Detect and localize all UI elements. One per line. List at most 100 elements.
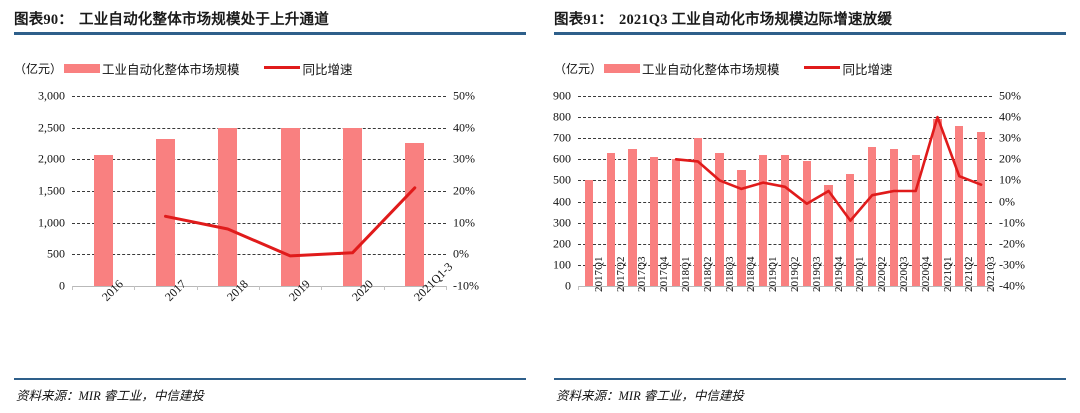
- y-axis-tick-label: 400: [553, 194, 571, 209]
- legend-bar-swatch-right: [604, 63, 641, 73]
- growth-rate-line-series: [674, 115, 983, 222]
- secondary-y-axis-tick-label: -10%: [453, 278, 479, 293]
- x-axis-tick-label: 2020Q3: [897, 256, 910, 292]
- figure-title-text-right: 2021Q3 工业自动化市场规模边际增速放缓: [619, 12, 893, 28]
- bar: [628, 148, 637, 286]
- x-axis-tick: [196, 286, 198, 290]
- secondary-y-axis-tick-label: 10%: [999, 172, 1021, 187]
- secondary-y-axis-tick-label: 30%: [999, 130, 1021, 145]
- gridline: [72, 191, 446, 192]
- bar: [976, 131, 986, 286]
- gridline: [72, 254, 446, 256]
- y-axis-tick-label: 500: [553, 172, 571, 187]
- secondary-y-axis-tick-label: 10%: [453, 215, 475, 230]
- line-path: [164, 186, 417, 258]
- x-axis-tick: [904, 286, 906, 290]
- x-axis-tick: [970, 286, 972, 290]
- chart-plot-right: 0 100 200 300 400 500 600 700 800 900 -40% -30% -20%…: [553, 89, 1025, 293]
- x-axis-tick: [72, 286, 73, 290]
- x-axis-tick-label: 2017Q3: [636, 256, 649, 292]
- x-axis-tick: [817, 286, 819, 290]
- y-axis-tick-label: 200: [553, 236, 571, 251]
- x-axis-tick-label: 2021Q3: [985, 256, 998, 292]
- y-axis-tick-label: 900: [553, 88, 571, 103]
- bar: [802, 161, 811, 286]
- secondary-y-axis-tick-label: 0%: [453, 246, 469, 261]
- y-axis-unit-right: （亿元）: [554, 61, 603, 76]
- line-path: [674, 115, 983, 222]
- x-axis-tick: [730, 286, 732, 290]
- legend-line-swatch-left: [263, 65, 300, 69]
- bar: [156, 139, 175, 286]
- x-axis-tick: [578, 286, 579, 290]
- bar: [280, 127, 300, 286]
- bar: [889, 148, 899, 286]
- x-axis-tick: [883, 286, 885, 290]
- x-axis-tick-label: 2017Q4: [658, 256, 671, 292]
- x-axis-tick: [134, 286, 136, 290]
- chart-plot-left: 0 500 1,000 1,500 2,000 2,500 3,000 -10% 0% 10% 20…: [38, 89, 479, 304]
- gridline: [578, 138, 992, 140]
- secondary-y-axis-tick-label: 50%: [999, 88, 1021, 103]
- legend-bar-label-right: 工业自动化整体市场规模: [642, 62, 780, 77]
- figure-title-left: 图表90： 工业自动化整体市场规模处于上升通道: [14, 8, 526, 29]
- legend-line-label-right: 同比增速: [842, 62, 893, 77]
- y-axis-tick-label: 2,000: [38, 151, 65, 166]
- bar: [584, 180, 594, 286]
- y-axis-tick-label: 3,000: [38, 88, 65, 103]
- x-axis-tick-label: 2018Q1: [680, 256, 693, 292]
- figure-panel-right: 图表91： 2021Q3 工业自动化市场规模边际增速放缓 （亿元） 工业自动化整体…: [540, 0, 1080, 413]
- legend-bar-label-left: 工业自动化整体市场规模: [102, 62, 240, 77]
- bar: [715, 153, 724, 286]
- bar: [846, 174, 855, 286]
- x-axis-tick-label: 2018Q2: [701, 256, 714, 292]
- bar: [405, 142, 425, 286]
- chart-legend-right: （亿元） 工业自动化整体市场规模 同比增速: [554, 58, 1066, 78]
- y-axis-tick-label: 2,500: [38, 120, 65, 135]
- x-axis-tick: [643, 286, 645, 290]
- x-axis-line: [578, 286, 992, 287]
- y-axis-tick-label: 1,500: [38, 183, 65, 198]
- gridline: [578, 117, 992, 119]
- title-rule-left: [14, 32, 526, 35]
- x-axis-tick: [383, 286, 385, 290]
- y-axis-tick-label: 1,000: [38, 215, 65, 230]
- figure-title-text-left: 工业自动化整体市场规模处于上升通道: [79, 12, 329, 28]
- x-axis-tick-label: 2018Q4: [745, 256, 758, 292]
- x-axis-tick: [992, 286, 993, 290]
- x-axis-tick-label: 2017Q2: [614, 256, 627, 292]
- secondary-y-axis-tick-label: 0%: [999, 194, 1015, 209]
- x-axis-tick: [752, 286, 754, 290]
- secondary-y-axis-tick-label: 40%: [453, 120, 475, 135]
- source-note-right: 资料来源：MIR 睿工业，中信建投: [556, 389, 744, 403]
- secondary-y-axis-tick-label: 50%: [453, 88, 475, 103]
- x-axis-tick-label: 2019Q1: [767, 256, 780, 292]
- bar: [868, 146, 877, 286]
- bar: [218, 127, 238, 286]
- x-axis-tick: [665, 286, 667, 290]
- x-axis-tick: [839, 286, 841, 290]
- x-axis-tick: [599, 286, 601, 290]
- secondary-y-axis-tick-label: -30%: [999, 257, 1025, 272]
- figure-number-right: 图表91：: [554, 12, 613, 28]
- x-axis-tick-label: 2020Q2: [876, 256, 889, 292]
- secondary-y-axis-tick-label: 40%: [999, 109, 1021, 124]
- x-axis-tick: [446, 286, 447, 290]
- y-axis-tick-label: 500: [47, 246, 65, 261]
- growth-rate-line-series: [164, 186, 417, 258]
- bar: [606, 153, 615, 286]
- bar: [671, 159, 681, 286]
- secondary-y-axis-tick-label: -20%: [999, 236, 1025, 251]
- y-axis-unit-left: （亿元）: [14, 61, 63, 76]
- bar: [650, 157, 659, 286]
- bar: [911, 155, 920, 286]
- bar: [933, 119, 942, 286]
- x-axis-tick: [926, 286, 928, 290]
- y-axis-tick-label: 300: [553, 215, 571, 230]
- x-axis-tick: [948, 286, 950, 290]
- legend-bar-swatch-left: [64, 63, 101, 73]
- x-axis-tick: [259, 286, 260, 290]
- x-axis-tick-label: 2021Q1: [941, 256, 954, 292]
- gridline: [578, 96, 992, 97]
